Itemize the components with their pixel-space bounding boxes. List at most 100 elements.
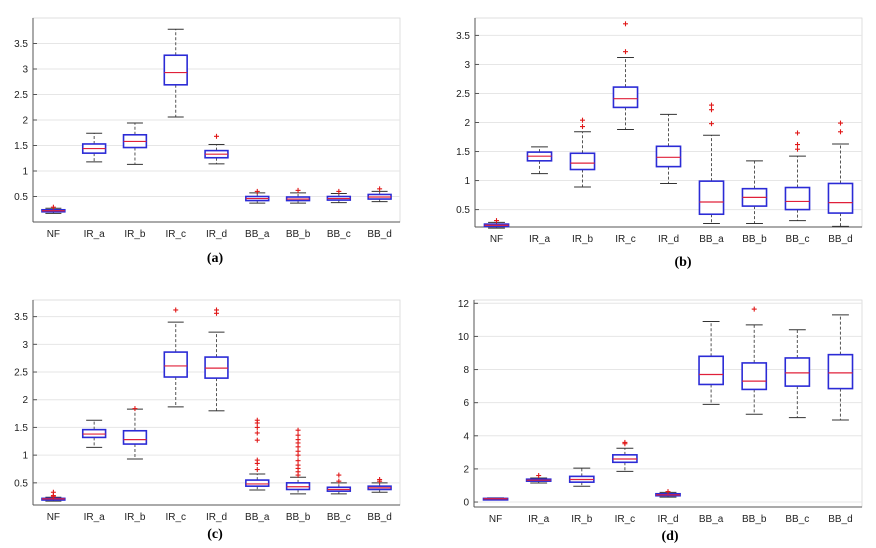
- x-category-label: BB_d: [828, 514, 852, 525]
- iqr-box: [245, 479, 270, 487]
- y-tick-label: 3: [464, 60, 470, 71]
- outlier-point: [838, 120, 843, 126]
- outlier-point: [336, 188, 342, 194]
- box-IR_a: [81, 419, 107, 448]
- box-IR_d: [655, 489, 681, 498]
- x-category-label: BB_d: [367, 229, 391, 240]
- outlier-point: [295, 427, 301, 433]
- x-category-label: IR_c: [165, 512, 186, 523]
- x-category-label: BB_b: [286, 512, 311, 523]
- box-BB_a: [698, 102, 725, 225]
- box-NF: [41, 489, 66, 502]
- box-BB_c: [326, 188, 352, 204]
- outlier-point: [50, 204, 56, 210]
- x-category-label: BB_a: [699, 234, 724, 245]
- panel-caption: (b): [674, 255, 691, 270]
- x-category-label: NF: [490, 234, 503, 245]
- x-category-label: IR_a: [84, 229, 106, 240]
- outlier-point: [751, 306, 757, 312]
- outlier-point: [295, 462, 301, 468]
- x-category-label: IR_a: [528, 514, 550, 525]
- y-tick-label: 3.5: [456, 31, 470, 42]
- box-BB_b: [285, 187, 311, 204]
- box-IR_b: [122, 406, 148, 460]
- outlier-point: [623, 21, 628, 27]
- outlier-point: [214, 307, 219, 313]
- y-tick-label: 0.5: [14, 478, 28, 489]
- outlier-point: [254, 437, 260, 443]
- outlier-point: [536, 473, 542, 479]
- box-IR_a: [81, 132, 107, 163]
- outlier-point: [336, 472, 342, 478]
- outlier-point: [295, 187, 301, 193]
- box-IR_b: [122, 122, 148, 165]
- x-category-label: BB_b: [742, 234, 767, 245]
- outlier-point: [709, 107, 714, 113]
- iqr-box: [784, 357, 811, 387]
- y-tick-label: 0.5: [14, 192, 28, 203]
- y-tick-label: 6: [463, 398, 469, 409]
- outlier-point: [254, 430, 260, 436]
- x-category-label: NF: [47, 229, 60, 240]
- panel-b: 0.5 1 1.5 2 2.5 3 3.5 NF IR_a IR_b IR_c IR_d BB_a BB_…: [456, 17, 863, 270]
- x-category-label: BB_c: [786, 234, 810, 245]
- x-category-label: IR_c: [615, 234, 636, 245]
- outlier-point: [795, 130, 800, 136]
- y-tick-label: 2: [22, 116, 28, 127]
- outlier-point: [795, 142, 800, 148]
- x-category-label: BB_c: [785, 514, 809, 525]
- y-tick-label: 0: [463, 498, 469, 509]
- outlier-point: [295, 448, 301, 454]
- outlier-point: [580, 117, 585, 123]
- outlier-point: [838, 129, 843, 135]
- y-tick-label: 3.5: [14, 39, 28, 50]
- y-tick-label: 1.5: [14, 141, 28, 152]
- x-category-label: IR_c: [165, 229, 186, 240]
- outlier-point: [50, 489, 56, 495]
- y-tick-label: 0.5: [456, 205, 470, 216]
- outlier-point: [623, 49, 628, 55]
- iqr-box: [698, 355, 724, 386]
- y-tick-label: 2: [464, 118, 470, 129]
- y-tick-label: 4: [463, 431, 469, 442]
- y-tick-label: 1: [22, 167, 28, 178]
- box-BB_d: [367, 186, 392, 203]
- outlier-point: [254, 457, 260, 463]
- box-IR_c: [612, 439, 638, 472]
- panel-caption: (d): [661, 529, 678, 544]
- x-category-label: IR_d: [206, 512, 227, 523]
- box-BB_a: [245, 417, 270, 491]
- outlier-point: [336, 478, 342, 484]
- box-IR_c: [163, 28, 188, 118]
- outlier-point: [295, 432, 301, 438]
- box-BB_b: [741, 160, 768, 225]
- box-BB_a: [245, 188, 270, 204]
- x-category-label: IR_c: [615, 514, 636, 525]
- outlier-point: [795, 146, 800, 152]
- outlier-point: [622, 439, 628, 445]
- outlier-point: [214, 133, 219, 139]
- outlier-point: [254, 467, 260, 473]
- x-category-label: IR_d: [206, 229, 227, 240]
- iqr-box: [163, 351, 188, 378]
- iqr-box: [827, 353, 854, 390]
- y-tick-label: 3: [22, 65, 28, 76]
- iqr-box: [122, 429, 148, 445]
- outlier-point: [377, 186, 383, 192]
- y-tick-label: 3.5: [14, 312, 28, 323]
- box-IR_d: [655, 113, 682, 184]
- outlier-point: [295, 458, 301, 464]
- box-IR_c: [163, 307, 188, 408]
- x-category-label: BB_c: [327, 229, 351, 240]
- outlier-point: [580, 124, 585, 130]
- box-IR_d: [204, 307, 229, 412]
- panel-c: 0.5 1 1.5 2 2.5 3 3.5 NF IR_a IR_b IR_c IR_d BB_a BB_…: [14, 299, 401, 542]
- y-tick-label: 12: [458, 299, 470, 310]
- x-category-label: BB_b: [742, 514, 767, 525]
- x-category-label: BB_a: [245, 512, 270, 523]
- outlier-point: [132, 406, 138, 412]
- y-tick-label: 1: [464, 176, 470, 187]
- x-category-label: IR_a: [529, 234, 551, 245]
- box-BB_d: [827, 120, 854, 227]
- box-IR_c: [612, 21, 639, 130]
